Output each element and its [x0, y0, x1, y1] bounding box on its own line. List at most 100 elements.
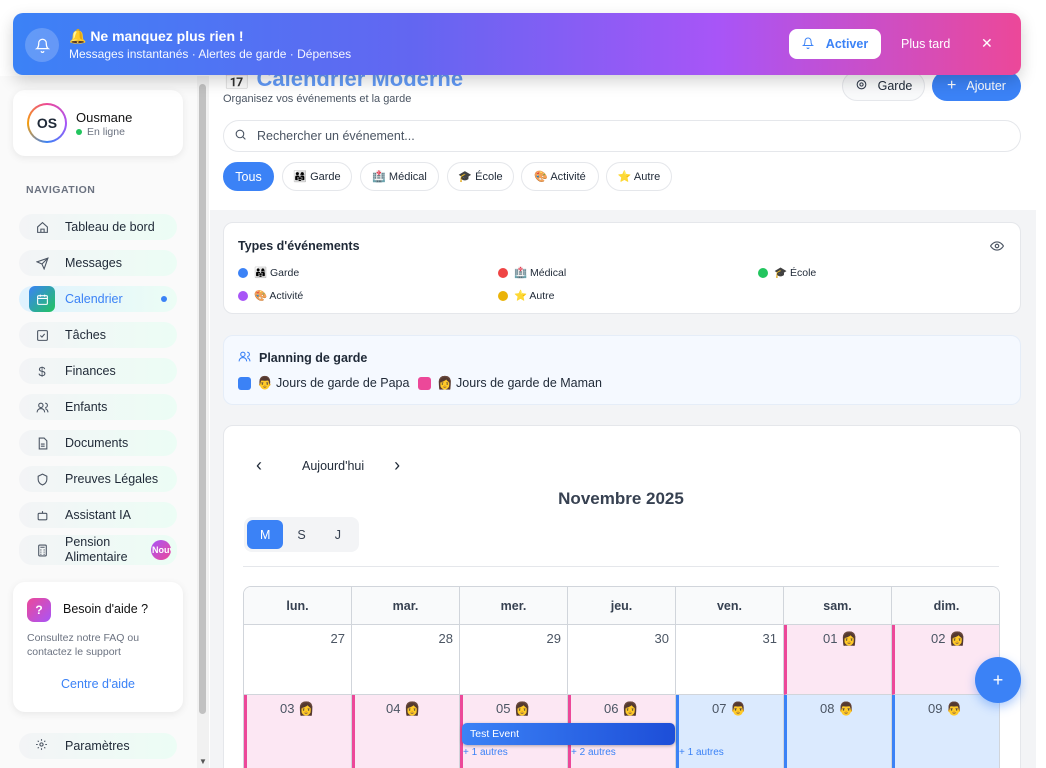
filter-chip-school[interactable]: 🎓 École [447, 162, 514, 191]
search-icon [234, 128, 247, 144]
month-label: Novembre 2025 [558, 489, 684, 508]
legend-dot [498, 290, 508, 301]
sidebar-item-legal-proofs[interactable]: Preuves Légales [19, 466, 177, 492]
notification-subtitle: Messages instantanés · Alertes de garde … [69, 47, 352, 61]
search-bar[interactable] [223, 120, 1021, 152]
color-swatch [418, 377, 431, 390]
sidebar: OS Ousmane En ligne NAVIGATION Tableau d… [0, 76, 197, 768]
divider [243, 566, 999, 567]
more-events-link[interactable]: + 1 autres [463, 747, 508, 758]
sidebar-item-children[interactable]: Enfants [19, 394, 177, 420]
filter-chip-garde[interactable]: 👨‍👩‍👧 Garde [282, 162, 352, 191]
help-icon: ? [27, 598, 51, 622]
profile-card[interactable]: OS Ousmane En ligne [13, 90, 183, 156]
sidebar-item-label: Tableau de bord [65, 220, 155, 234]
day-cell-maman[interactable]: 03 👩 [244, 695, 352, 768]
legend-item-medical: 🏥 Médical [498, 266, 566, 279]
gear-icon [855, 78, 868, 94]
active-indicator [161, 296, 167, 302]
bell-icon [801, 37, 814, 52]
filter-chip-other[interactable]: ⭐ Autre [606, 162, 672, 191]
sidebar-item-messages[interactable]: Messages [19, 250, 177, 276]
notification-title: 🔔 Ne manquez plus rien ! [69, 28, 244, 44]
day-cell[interactable]: 30 [568, 625, 676, 695]
weekday-header: mar. [352, 587, 460, 625]
users-icon [35, 400, 49, 414]
sidebar-item-documents[interactable]: Documents [19, 430, 177, 456]
day-cell-papa[interactable]: 07 👨 + 1 autres [676, 695, 784, 768]
users-icon [238, 350, 251, 366]
day-cell-papa[interactable]: 09 👨 [892, 695, 999, 768]
day-cell[interactable]: 29 [460, 625, 568, 695]
help-center-link[interactable]: Centre d'aide [61, 677, 135, 691]
month-grid: lun. mar. mer. jeu. ven. sam. dim. 27 28… [243, 586, 1000, 768]
sidebar-item-label: Tâches [65, 328, 106, 342]
calendar-event[interactable]: Test Event [462, 723, 675, 745]
view-switcher: M S J [244, 517, 359, 552]
day-cell-papa[interactable]: 08 👨 [784, 695, 892, 768]
view-day-button[interactable]: J [334, 527, 341, 542]
sidebar-item-label: Pension Alimentaire [65, 535, 128, 564]
day-cell[interactable]: 27 [244, 625, 352, 695]
next-month-button[interactable]: › [394, 455, 401, 475]
floating-add-button[interactable]: + [975, 657, 1021, 703]
scrollbar-thumb[interactable] [199, 84, 206, 714]
sidebar-item-alimony[interactable]: Pension Alimentaire Nouveau [19, 535, 177, 565]
view-month-button[interactable]: M [247, 520, 284, 549]
sidebar-item-dashboard[interactable]: Tableau de bord [19, 214, 177, 240]
custody-planning-card: Planning de garde 👨 Jours de garde de Pa… [223, 335, 1021, 405]
calendar-icon [29, 286, 55, 312]
page-subtitle: Organisez vos événements et la garde [223, 93, 412, 105]
legend-item-garde: 👨‍👩‍👧 Garde [238, 266, 299, 279]
sidebar-item-label: Messages [65, 256, 122, 270]
add-event-button[interactable]: + Ajouter [932, 71, 1021, 101]
main-content: 📅 Calendrier Moderne Organisez vos événe… [210, 0, 1036, 768]
sidebar-item-label: Documents [65, 436, 129, 450]
sidebar-item-label: Preuves Légales [65, 472, 159, 486]
legend-item-school: 🎓 École [758, 266, 816, 279]
day-cell[interactable]: 28 [352, 625, 460, 695]
shield-icon [35, 472, 49, 486]
filter-chip-all[interactable]: Tous [223, 162, 274, 191]
sidebar-item-finances[interactable]: $ Finances [19, 358, 177, 384]
sidebar-item-tasks[interactable]: Tâches [19, 322, 177, 348]
sidebar-item-calendar[interactable]: Calendrier [19, 286, 177, 312]
avatar: OS [27, 103, 67, 143]
day-cell-maman[interactable]: 04 👩 [352, 695, 460, 768]
notification-banner: 🔔 Ne manquez plus rien ! Messages instan… [13, 13, 1021, 75]
legend-dot [758, 267, 768, 278]
home-icon [35, 220, 49, 234]
more-events-link[interactable]: + 1 autres [679, 747, 724, 758]
eye-icon[interactable] [989, 239, 1005, 256]
today-button[interactable]: Aujourd'hui [302, 458, 365, 473]
more-events-link[interactable]: + 2 autres [571, 747, 616, 758]
legend-dot [238, 290, 248, 301]
garde-button[interactable]: Garde [842, 71, 925, 101]
dollar-icon: $ [38, 363, 46, 379]
filter-chip-medical[interactable]: 🏥 Médical [360, 162, 439, 191]
event-types-title: Types d'événements [238, 239, 360, 253]
sidebar-item-label: Finances [65, 364, 116, 378]
help-card: ? Besoin d'aide ? Consultez notre FAQ ou… [13, 582, 183, 712]
help-title: Besoin d'aide ? [63, 602, 149, 616]
bot-icon [35, 508, 49, 522]
scroll-down-arrow-icon[interactable]: ▼ [199, 757, 207, 766]
sidebar-item-settings[interactable]: Paramètres [19, 733, 177, 759]
view-week-button[interactable]: S [297, 527, 306, 542]
search-input[interactable] [257, 129, 957, 143]
filter-chip-activity[interactable]: 🎨 Activité [521, 162, 599, 191]
activate-notifications-button[interactable]: Activer [789, 29, 881, 59]
legend-item-other: ⭐ Autre [498, 289, 555, 302]
weekday-header: sam. [784, 587, 892, 625]
day-cell[interactable]: 31 [676, 625, 784, 695]
sidebar-scrollbar[interactable]: ▼ [197, 76, 209, 768]
send-icon [35, 256, 49, 270]
help-text: Consultez notre FAQ ou contactez le supp… [27, 632, 140, 658]
later-button[interactable]: Plus tard [901, 37, 951, 51]
weekday-header: lun. [244, 587, 352, 625]
close-icon[interactable]: ✕ [981, 35, 993, 51]
day-cell-maman[interactable]: 01 👩 [784, 625, 892, 695]
prev-month-button[interactable]: ‹ [256, 455, 262, 475]
nav-title: NAVIGATION [26, 184, 96, 196]
sidebar-item-ai-assistant[interactable]: Assistant IA [19, 502, 177, 528]
